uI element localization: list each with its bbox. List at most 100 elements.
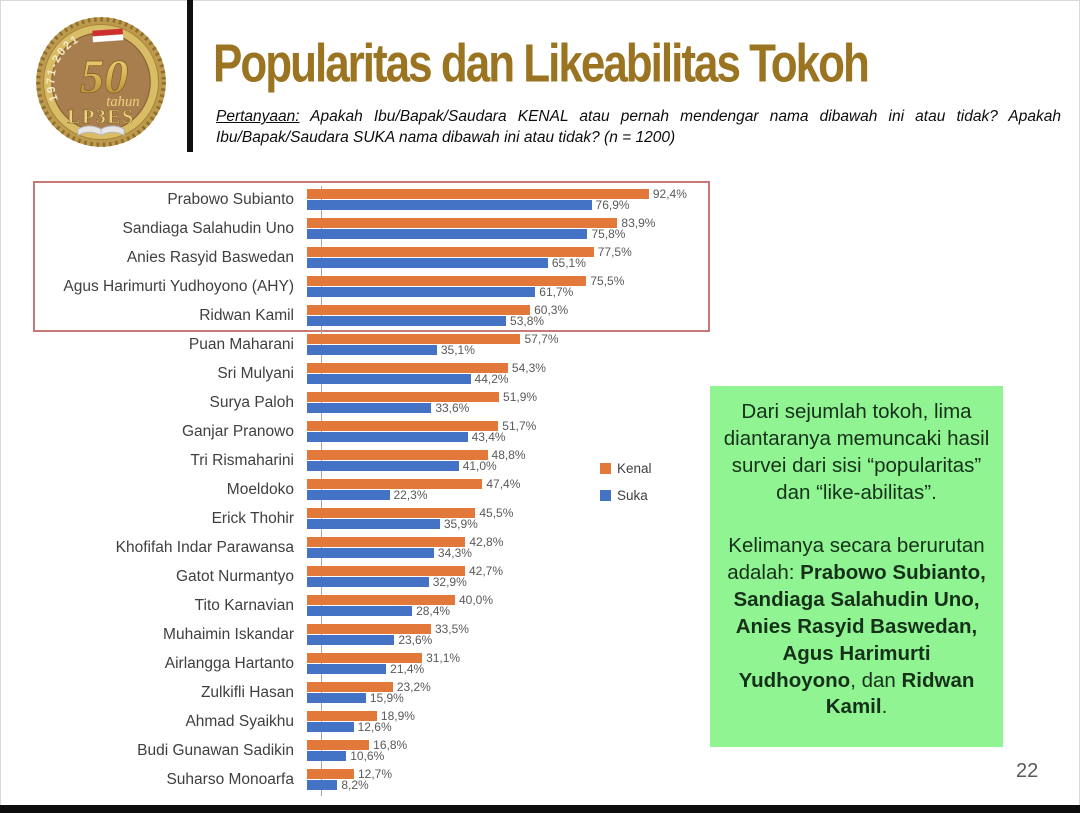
- value-label: 32,9%: [432, 575, 467, 589]
- value-label: 75,8%: [591, 227, 626, 241]
- chart-row: Budi Gunawan Sadikin 16,8% 10,6%: [0, 736, 1080, 765]
- category-label: Gatot Nurmantyo: [175, 568, 294, 585]
- chart-row: Ridwan Kamil 60,3% 53,8%: [0, 301, 1080, 330]
- category-label: Surya Paloh: [209, 394, 294, 411]
- category-label: Zulkifli Hasan: [200, 684, 294, 701]
- bar-kenal: [307, 652, 423, 664]
- survey-question-text: Pertanyaan: Apakah Ibu/Bapak/Saudara KEN…: [216, 108, 1061, 147]
- value-label: 45,5%: [479, 506, 514, 520]
- bar-group: 42,7% 32,9%: [307, 562, 503, 591]
- category-label: Budi Gunawan Sadikin: [137, 742, 294, 759]
- bar-kenal: [307, 188, 649, 200]
- bar-group: 77,5% 65,1%: [307, 243, 632, 272]
- value-label: 48,8%: [491, 448, 526, 462]
- bar-group: 40,0% 28,4%: [307, 591, 493, 620]
- category-label: Tri Rismaharini: [190, 452, 294, 469]
- bar-chart: Prabowo Subianto 92,4% 76,9% Sandiaga Salah…: [0, 185, 1080, 794]
- value-label: 23,6%: [398, 633, 433, 647]
- bar-kenal: [307, 565, 465, 577]
- chart-row: Agus Harimurti Yudhoyono (AHY) 75,5% 61,7%: [0, 272, 1080, 301]
- chart-row: Khofifah Indar Parawansa 42,8% 34,3%: [0, 533, 1080, 562]
- bar-kenal: [307, 333, 521, 345]
- bar-group: 31,1% 21,4%: [307, 649, 460, 678]
- chart-row: Gatot Nurmantyo 42,7% 32,9%: [0, 562, 1080, 591]
- callout-paragraph-1: Dari sejumlah tokoh, lima diantaranya me…: [723, 400, 990, 504]
- bar-suka: [307, 228, 588, 240]
- value-label: 51,9%: [503, 390, 538, 404]
- value-label: 31,1%: [426, 651, 461, 665]
- value-label: 77,5%: [597, 245, 632, 259]
- category-label: Khofifah Indar Parawansa: [115, 539, 294, 556]
- bar-group: 18,9% 12,6%: [307, 707, 415, 736]
- bar-kenal: [307, 304, 531, 316]
- page-number: 22: [1016, 760, 1039, 782]
- chart-row: Prabowo Subianto 92,4% 76,9%: [0, 185, 1080, 214]
- bar-suka: [307, 460, 459, 472]
- value-label: 61,7%: [539, 285, 574, 299]
- chart-legend: Kenal Suka: [600, 461, 652, 515]
- value-label: 16,8%: [373, 738, 408, 752]
- category-label: Muhaimin Iskandar: [163, 626, 294, 643]
- chart-row: Ahmad Syaikhu 18,9% 12,6%: [0, 707, 1080, 736]
- logo-lp3es-text: LP3ES: [67, 106, 134, 128]
- logo-beaded-edge: [36, 17, 166, 147]
- value-label: 92,4%: [652, 187, 687, 201]
- bar-suka: [307, 547, 434, 559]
- value-label: 28,4%: [416, 604, 451, 618]
- chart-row: Airlangga Hartanto 31,1% 21,4%: [0, 649, 1080, 678]
- bar-group: 51,7% 43,4%: [307, 417, 536, 446]
- chart-row: Zulkifli Hasan 23,2% 15,9%: [0, 678, 1080, 707]
- value-label: 10,6%: [350, 749, 385, 763]
- category-label: Suharso Monoarfa: [166, 771, 294, 788]
- legend-item-suka: Suka: [600, 488, 652, 503]
- bar-kenal: [307, 449, 488, 461]
- bar-suka: [307, 431, 468, 443]
- value-label: 42,8%: [469, 535, 504, 549]
- chart-row: Muhaimin Iskandar 33,5% 23,6%: [0, 620, 1080, 649]
- value-label: 43,4%: [471, 430, 506, 444]
- category-label: Anies Rasyid Baswedan: [126, 249, 294, 266]
- bar-suka: [307, 721, 354, 733]
- value-label: 8,2%: [341, 778, 369, 792]
- bar-kenal: [307, 681, 393, 693]
- value-label: 33,5%: [434, 622, 469, 636]
- bar-group: 47,4% 22,3%: [307, 475, 520, 504]
- value-label: 57,7%: [524, 332, 559, 346]
- value-label: 47,4%: [486, 477, 521, 491]
- value-label: 41,0%: [462, 459, 497, 473]
- bar-suka: [307, 402, 432, 414]
- value-label: 35,1%: [440, 343, 475, 357]
- category-label: Prabowo Subianto: [167, 191, 294, 208]
- bar-suka: [307, 286, 536, 298]
- legend-label: Kenal: [617, 461, 652, 476]
- value-label: 21,4%: [390, 662, 425, 676]
- chart-row: Tri Rismaharini 48,8% 41,0%: [0, 446, 1080, 475]
- header-divider-bar: [187, 0, 193, 152]
- indonesia-flag-icon: [92, 28, 124, 43]
- category-label: Erick Thohir: [211, 510, 294, 527]
- value-label: 33,6%: [435, 401, 470, 415]
- bar-kenal: [307, 623, 431, 635]
- value-label: 22,3%: [393, 488, 428, 502]
- value-label: 18,9%: [380, 709, 415, 723]
- bar-kenal: [307, 739, 370, 751]
- chart-row: Moeldoko 47,4% 22,3%: [0, 475, 1080, 504]
- value-label: 44,2%: [474, 372, 509, 386]
- chart-row: Ganjar Pranowo 51,7% 43,4%: [0, 417, 1080, 446]
- value-label: 42,7%: [468, 564, 504, 578]
- category-label: Ahmad Syaikhu: [185, 713, 294, 730]
- bar-suka: [307, 750, 347, 762]
- value-label: 23,2%: [396, 680, 431, 694]
- page-title: Popularitas dan Likeabilitas Tokoh: [213, 34, 870, 94]
- bar-kenal: [307, 391, 500, 403]
- bar-suka: [307, 489, 390, 501]
- bar-kenal: [307, 536, 466, 548]
- bar-group: 54,3% 44,2%: [307, 359, 546, 388]
- lp3es-50th-logo: 1971-2021 50 tahun LP3ES: [36, 17, 166, 147]
- chart-row: Puan Maharani 57,7% 35,1%: [0, 330, 1080, 359]
- value-label: 51,7%: [502, 419, 537, 433]
- chart-row: Tito Karnavian 40,0% 28,4%: [0, 591, 1080, 620]
- bar-suka: [307, 576, 429, 588]
- callout-paragraph-2: Kelimanya secara berurutan adalah: Prabo…: [727, 534, 986, 719]
- bar-kenal: [307, 710, 377, 722]
